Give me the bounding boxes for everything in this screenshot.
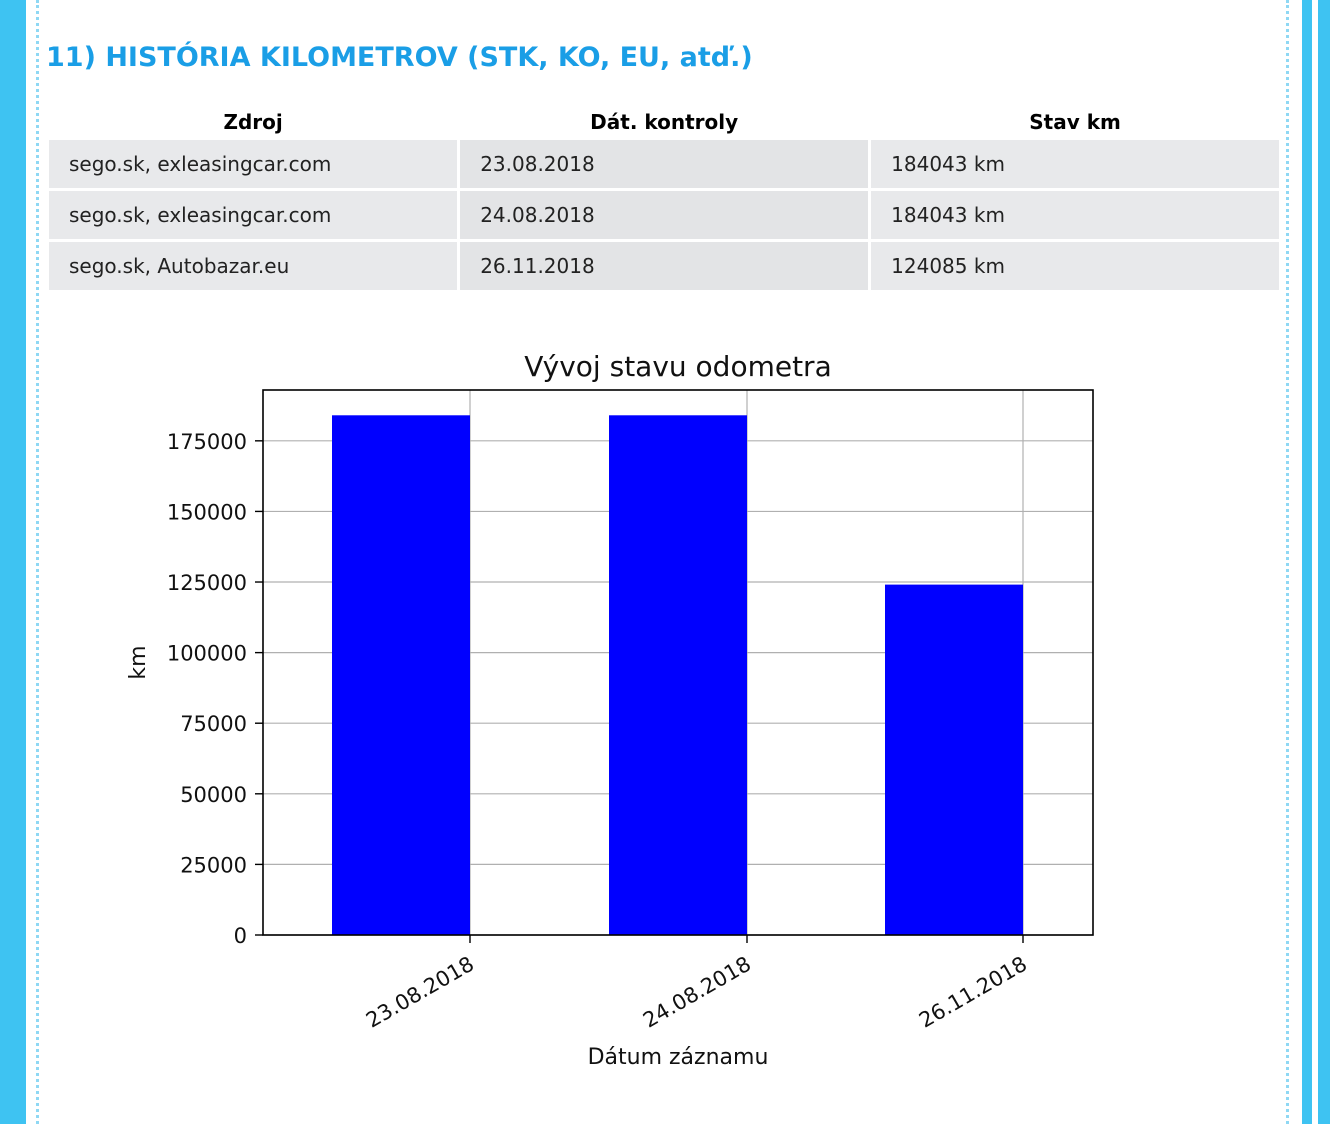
y-tick-label: 0 (234, 924, 247, 948)
cell-source: sego.sk, exleasingcar.com (49, 140, 458, 188)
table-row: sego.sk, exleasingcar.com 23.08.2018 184… (49, 140, 1279, 188)
y-tick-label: 125000 (167, 571, 247, 595)
column-header-mileage: Stav km (871, 107, 1279, 137)
x-axis-label: Dátum záznamu (588, 1045, 769, 1070)
y-tick-label: 150000 (167, 500, 247, 524)
table-header-row: Zdroj Dát. kontroly Stav km (49, 107, 1279, 137)
cell-source: sego.sk, exleasingcar.com (49, 191, 458, 239)
plot-frame (262, 389, 1094, 936)
cell-mileage: 184043 km (871, 140, 1279, 188)
dotted-divider-left (36, 0, 39, 1124)
y-tick-label: 175000 (167, 430, 247, 454)
table-row: sego.sk, exleasingcar.com 24.08.2018 184… (49, 191, 1279, 239)
cell-check-date: 23.08.2018 (460, 140, 869, 188)
page-border-left (0, 0, 26, 1124)
mileage-history-table: Zdroj Dát. kontroly Stav km sego.sk, exl… (46, 104, 1282, 293)
cell-check-date: 26.11.2018 (460, 242, 869, 290)
cell-mileage: 184043 km (871, 191, 1279, 239)
section-title: 11) HISTÓRIA KILOMETROV (STK, KO, EU, at… (46, 42, 753, 73)
y-tick-label: 100000 (167, 642, 247, 666)
cell-source: sego.sk, Autobazar.eu (49, 242, 458, 290)
y-tick-label: 25000 (180, 853, 247, 877)
y-tick-label: 50000 (180, 783, 247, 807)
chart-bar (332, 415, 470, 935)
cell-check-date: 24.08.2018 (460, 191, 869, 239)
column-header-source: Zdroj (49, 107, 458, 137)
x-tick-label: 24.08.2018 (639, 952, 755, 1033)
dotted-divider-right (1286, 0, 1289, 1124)
chart-bar (885, 584, 1023, 935)
y-axis-label: km (126, 645, 151, 679)
column-header-check-date: Dát. kontroly (460, 107, 869, 137)
chart-title: Vývoj stavu odometra (524, 350, 831, 383)
y-tick-label: 75000 (180, 712, 247, 736)
x-tick-label: 26.11.2018 (915, 952, 1031, 1033)
table-row: sego.sk, Autobazar.eu 26.11.2018 124085 … (49, 242, 1279, 290)
cell-mileage: 124085 km (871, 242, 1279, 290)
page-border-right-gap (1312, 0, 1318, 1124)
x-tick-label: 23.08.2018 (362, 952, 478, 1033)
chart-bar (609, 415, 747, 935)
